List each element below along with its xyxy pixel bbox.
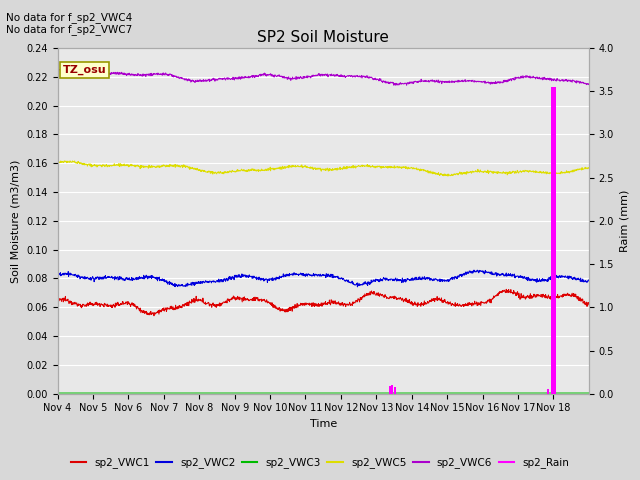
Text: No data for f_sp2_VWC4: No data for f_sp2_VWC4 — [6, 12, 132, 23]
Y-axis label: Raim (mm): Raim (mm) — [620, 190, 630, 252]
Bar — [389, 386, 390, 394]
X-axis label: Time: Time — [310, 419, 337, 429]
Title: SP2 Soil Moisture: SP2 Soil Moisture — [257, 30, 389, 46]
Legend: sp2_VWC1, sp2_VWC2, sp2_VWC3, sp2_VWC5, sp2_VWC6, sp2_Rain: sp2_VWC1, sp2_VWC2, sp2_VWC3, sp2_VWC5, … — [67, 453, 573, 472]
Bar — [547, 388, 548, 394]
Y-axis label: Soil Moisture (m3/m3): Soil Moisture (m3/m3) — [11, 159, 20, 283]
Text: TZ_osu: TZ_osu — [63, 65, 106, 75]
Text: No data for f_sp2_VWC7: No data for f_sp2_VWC7 — [6, 24, 132, 35]
Bar — [394, 387, 396, 394]
Bar — [392, 385, 393, 394]
Bar — [551, 87, 556, 394]
